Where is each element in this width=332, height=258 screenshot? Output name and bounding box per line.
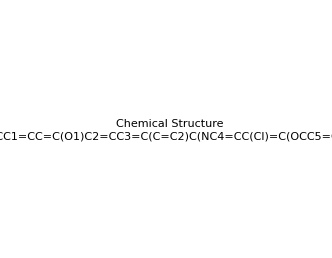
Text: Chemical Structure
NCC1=CC=C(O1)C2=CC3=C(C=C2)C(NC4=CC(Cl)=C(OCC5=CC(: Chemical Structure NCC1=CC=C(O1)C2=CC3=C… — [0, 119, 332, 141]
